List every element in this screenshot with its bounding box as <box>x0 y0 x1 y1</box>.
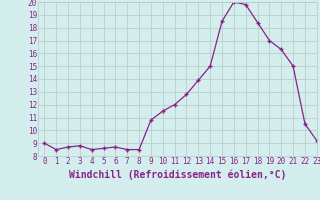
X-axis label: Windchill (Refroidissement éolien,°C): Windchill (Refroidissement éolien,°C) <box>69 169 286 180</box>
